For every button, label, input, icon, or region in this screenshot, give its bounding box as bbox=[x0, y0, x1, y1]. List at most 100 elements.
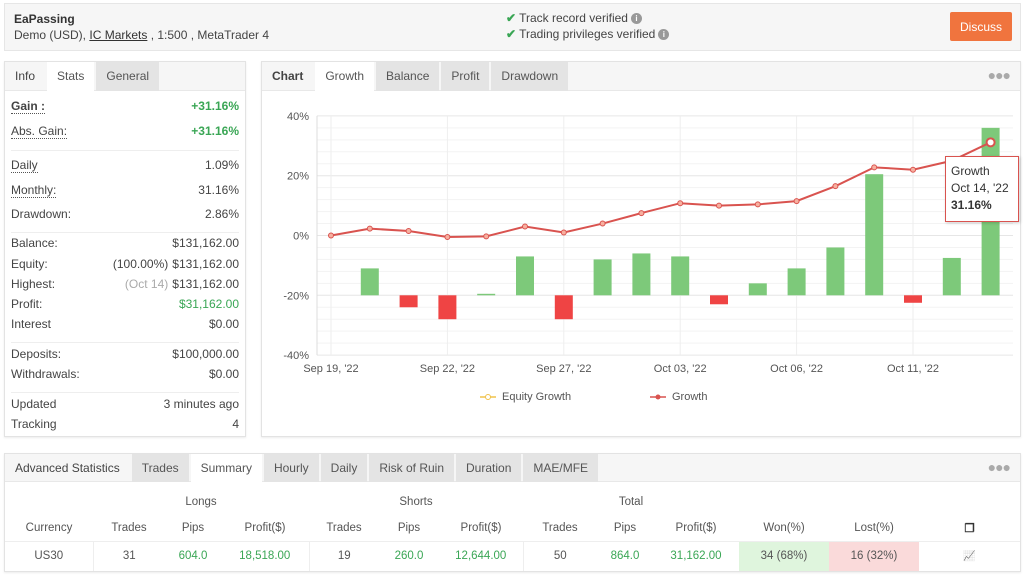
stat-row: Withdrawals: $0.00 bbox=[11, 365, 239, 383]
table-cell: 260.0 bbox=[394, 550, 424, 563]
growth-point bbox=[522, 223, 528, 230]
stat-label: Drawdown: bbox=[11, 207, 72, 221]
bar-positive bbox=[787, 268, 806, 296]
more-options-icon[interactable]: ●●● bbox=[987, 67, 1011, 83]
stat-value-wrap: +31.16% bbox=[191, 124, 239, 138]
stat-row: Interest $0.00 bbox=[11, 315, 239, 333]
stat-value-wrap: $0.00 bbox=[209, 367, 239, 381]
tab-duration[interactable]: Duration bbox=[456, 454, 522, 482]
table-cell: 16 (32%) bbox=[829, 541, 919, 571]
stat-value-wrap: (Oct 14) $131,162.00 bbox=[125, 277, 239, 291]
tooltip-series: Growth bbox=[951, 164, 990, 178]
column-header: Won(%) bbox=[763, 521, 805, 534]
bar-positive bbox=[671, 256, 690, 296]
table-cell: 31 bbox=[122, 550, 136, 563]
stat-value: $131,162.00 bbox=[172, 236, 239, 250]
growth-point bbox=[483, 233, 490, 240]
stat-value: 3 minutes ago bbox=[163, 397, 239, 411]
legend-equity-growth[interactable]: Equity Growth bbox=[480, 391, 571, 403]
account-title: EaPassing bbox=[14, 12, 75, 26]
table-cell: 18,518.00 bbox=[221, 541, 310, 571]
check-icon: ✔ bbox=[506, 27, 517, 41]
column-header: Trades bbox=[326, 521, 362, 534]
growth-point bbox=[444, 233, 451, 240]
x-tick-label: Oct 03, '22 bbox=[654, 363, 707, 375]
tab-hourly[interactable]: Hourly bbox=[263, 454, 319, 482]
stat-label: Withdrawals: bbox=[11, 367, 80, 381]
stat-value-wrap: $0.00 bbox=[209, 317, 239, 331]
tab-summary[interactable]: Summary bbox=[190, 454, 262, 482]
x-tick-label: Oct 11, '22 bbox=[887, 363, 939, 375]
column-header: Trades bbox=[542, 521, 578, 534]
more-options-icon[interactable]: ●●● bbox=[987, 459, 1011, 475]
check-icon: ✔ bbox=[506, 11, 517, 25]
stat-value-wrap: 2.86% bbox=[205, 207, 239, 221]
summary-table: Longs Shorts Total Currency Trades Pips Pro… bbox=[5, 489, 1020, 571]
tab-profit[interactable]: Profit bbox=[441, 62, 490, 91]
stats-tabs: Info Stats General bbox=[5, 62, 245, 91]
stat-value: $0.00 bbox=[208, 367, 239, 381]
tab-info[interactable]: Info bbox=[15, 69, 36, 83]
growth-point bbox=[716, 202, 722, 209]
chart-icon[interactable]: 📈 bbox=[963, 550, 976, 562]
stat-label[interactable]: Abs. Gain: bbox=[11, 123, 68, 139]
tab-drawdown[interactable]: Drawdown bbox=[491, 62, 569, 91]
stat-label: Updated bbox=[11, 397, 57, 411]
legend-marker-icon bbox=[480, 394, 496, 400]
chart-tooltip: Growth Oct 14, '22 31.16% bbox=[945, 156, 1019, 222]
stat-value-wrap: $100,000.00 bbox=[172, 347, 239, 361]
account-subtitle: Demo (USD), IC Markets , 1:500 , MetaTra… bbox=[14, 28, 269, 42]
discuss-button[interactable]: Discuss bbox=[950, 12, 1012, 41]
divider bbox=[11, 342, 239, 343]
broker-link[interactable]: IC Markets bbox=[89, 28, 148, 42]
growth-point bbox=[405, 228, 412, 235]
table-cell: 12,644.00 bbox=[439, 541, 524, 571]
y-tick-label: -20% bbox=[283, 290, 309, 302]
tab-chart: Chart bbox=[272, 69, 304, 83]
stat-label[interactable]: Monthly: bbox=[11, 182, 57, 198]
bar-negative bbox=[904, 295, 922, 303]
leverage-platform: , 1:500 , MetaTrader 4 bbox=[147, 28, 269, 42]
bar-negative bbox=[710, 295, 728, 305]
stat-value-wrap: $31,162.00 bbox=[179, 297, 239, 311]
growth-point bbox=[832, 183, 839, 190]
account-type: Demo (USD), bbox=[14, 28, 87, 42]
growth-point bbox=[560, 229, 567, 236]
stat-label: Deposits: bbox=[11, 347, 62, 361]
tab-balance[interactable]: Balance bbox=[376, 62, 440, 91]
bar-positive bbox=[360, 268, 379, 296]
tab-stats[interactable]: Stats bbox=[47, 62, 95, 91]
x-tick-label: Oct 06, '22 bbox=[770, 363, 823, 375]
y-tick-label: 0% bbox=[293, 231, 309, 243]
info-icon[interactable]: i bbox=[630, 12, 642, 24]
tab-general[interactable]: General bbox=[96, 62, 160, 91]
bar-negative bbox=[399, 295, 418, 308]
table-cell: US30 bbox=[5, 541, 94, 571]
legend-marker-icon bbox=[650, 394, 666, 400]
stat-label[interactable]: Gain : bbox=[11, 98, 46, 114]
legend-growth[interactable]: Growth bbox=[650, 391, 707, 403]
group-shorts: Shorts bbox=[399, 496, 433, 508]
stat-label[interactable]: Daily bbox=[11, 157, 38, 173]
group-longs: Longs bbox=[185, 496, 217, 508]
tab-growth[interactable]: Growth bbox=[315, 62, 375, 91]
column-header: Lost(%) bbox=[854, 521, 894, 534]
stats-panel: Info Stats General Gain : +31.16% Abs. Gai… bbox=[4, 61, 246, 437]
tab-risk-of-ruin[interactable]: Risk of Ruin bbox=[369, 454, 455, 482]
y-tick-label: 20% bbox=[287, 171, 309, 183]
stat-label: Profit: bbox=[11, 297, 43, 311]
table-cell: 19 bbox=[337, 550, 351, 563]
stat-value: $131,162.00 bbox=[172, 277, 239, 291]
tab-daily[interactable]: Daily bbox=[320, 454, 368, 482]
bar-positive bbox=[748, 283, 767, 296]
tooltip-date: Oct 14, '22 bbox=[951, 181, 1009, 195]
growth-point bbox=[985, 137, 996, 148]
tab-mae-mfe[interactable]: MAE/MFE bbox=[523, 454, 599, 482]
group-total: Total bbox=[618, 496, 644, 508]
column-header: Pips bbox=[613, 521, 637, 534]
tab-trades[interactable]: Trades bbox=[131, 454, 189, 482]
copy-icon[interactable]: ❐ bbox=[964, 522, 975, 535]
growth-point bbox=[793, 198, 800, 205]
info-icon[interactable]: i bbox=[658, 28, 670, 40]
stat-row: Deposits: $100,000.00 bbox=[11, 345, 239, 363]
